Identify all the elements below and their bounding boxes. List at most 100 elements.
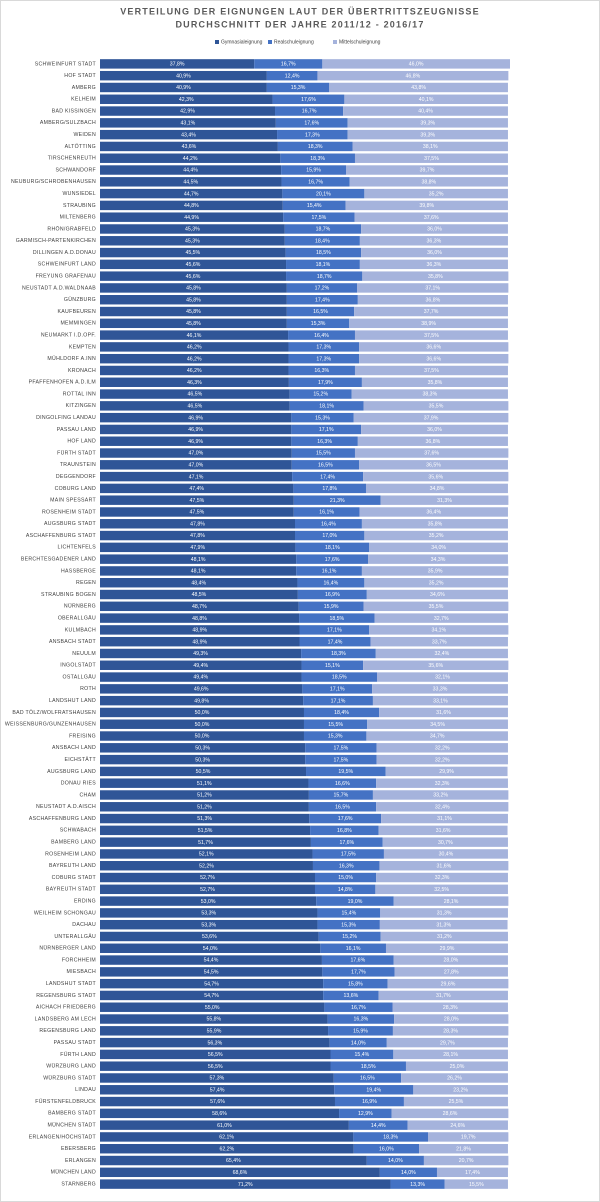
category-label: FÜRTH STADT bbox=[57, 449, 96, 456]
value-label: 57,4% bbox=[210, 1087, 225, 1093]
value-label: 16,4% bbox=[324, 580, 339, 586]
value-label: 47,0% bbox=[189, 462, 204, 468]
value-label: 29,9% bbox=[439, 769, 454, 775]
bar-segment bbox=[100, 70, 267, 81]
category-label: DEGGENDORF bbox=[56, 474, 96, 480]
value-label: 50,0% bbox=[195, 734, 210, 740]
bar-segment bbox=[379, 707, 508, 718]
value-label: 18,7% bbox=[316, 227, 331, 233]
value-label: 53,3% bbox=[201, 922, 216, 928]
category-label: KEMPTEN bbox=[69, 344, 96, 350]
bar-segment bbox=[100, 424, 292, 435]
category-label: ROTH bbox=[80, 686, 96, 692]
bar-segment bbox=[100, 872, 315, 883]
value-label: 53,6% bbox=[202, 934, 217, 940]
value-label: 15,3% bbox=[291, 85, 306, 91]
value-label: 17,1% bbox=[327, 628, 342, 634]
bar-segment bbox=[284, 236, 360, 246]
category-label: LANDSHUT LAND bbox=[49, 698, 96, 704]
bar-segment bbox=[308, 778, 377, 788]
value-label: 32,2% bbox=[435, 745, 450, 751]
category-label: PASSAU LAND bbox=[57, 427, 96, 433]
bar-segment bbox=[351, 389, 508, 399]
value-label: 47,9% bbox=[190, 545, 205, 551]
bar-segment bbox=[100, 401, 290, 411]
value-label: 30,7% bbox=[438, 840, 453, 846]
value-label: 28,0% bbox=[443, 958, 458, 964]
bar-segment bbox=[291, 448, 355, 458]
bar-segment bbox=[100, 990, 324, 1001]
bar-segment bbox=[100, 978, 324, 989]
bar-segment bbox=[369, 542, 508, 553]
category-label: TIRSCHENREUTH bbox=[48, 156, 96, 162]
value-label: 39,8% bbox=[419, 203, 434, 209]
bar-segment bbox=[298, 601, 364, 612]
bar-segment bbox=[361, 519, 508, 529]
bar-segment bbox=[100, 919, 318, 930]
category-label: GÜNZBURG bbox=[64, 296, 96, 303]
category-label: ROSENHEIM STADT bbox=[42, 509, 97, 515]
bar-segment bbox=[376, 778, 508, 788]
value-label: 28,0% bbox=[444, 1017, 459, 1023]
bar-segment bbox=[296, 554, 369, 564]
bar-segment bbox=[369, 625, 509, 635]
value-label: 31,3% bbox=[436, 922, 451, 928]
bar-segment bbox=[100, 731, 304, 741]
value-label: 51,1% bbox=[197, 781, 212, 787]
bar-segment bbox=[390, 1179, 445, 1189]
bar-segment bbox=[100, 943, 321, 953]
bar-segment bbox=[392, 1002, 508, 1012]
bar-segment bbox=[288, 330, 355, 340]
bar-segment bbox=[303, 731, 367, 741]
value-label: 37,8% bbox=[170, 62, 185, 68]
category-label: MIESBACH bbox=[67, 969, 97, 975]
value-label: 46,5% bbox=[187, 404, 202, 410]
value-label: 15,5% bbox=[469, 1182, 484, 1188]
value-label: 65,4% bbox=[226, 1158, 241, 1164]
value-label: 44,7% bbox=[184, 191, 199, 197]
bar-segment bbox=[380, 931, 508, 942]
bar-segment bbox=[357, 436, 508, 446]
bar-segment bbox=[266, 70, 318, 81]
value-label: 34,6% bbox=[430, 592, 445, 598]
value-label: 58,6% bbox=[212, 1111, 227, 1117]
bar-segment bbox=[321, 955, 394, 965]
bar-segment bbox=[100, 648, 302, 659]
bar-segment bbox=[292, 471, 364, 482]
bar-segment bbox=[100, 306, 287, 317]
value-label: 31,6% bbox=[436, 828, 451, 834]
value-label: 14,0% bbox=[351, 1040, 366, 1046]
category-label: SCHWEINFURT STADT bbox=[35, 61, 97, 67]
category-label: KITZINGEN bbox=[66, 403, 96, 409]
bar-segment bbox=[354, 153, 508, 163]
category-label: AUGSBURG LAND bbox=[47, 769, 96, 775]
value-label: 48,8% bbox=[192, 616, 207, 622]
value-label: 54,5% bbox=[204, 970, 219, 976]
bar-segment bbox=[100, 412, 292, 423]
value-label: 33,1% bbox=[433, 698, 448, 704]
value-label: 45,6% bbox=[186, 274, 201, 280]
value-label: 17,6% bbox=[339, 840, 354, 846]
value-label: 44,2% bbox=[183, 156, 198, 162]
value-label: 51,5% bbox=[198, 828, 213, 834]
category-label: FÜRTH LAND bbox=[60, 1051, 96, 1058]
bar-segment bbox=[367, 719, 508, 729]
category-label: EBERSBERG bbox=[61, 1146, 96, 1152]
value-label: 50,5% bbox=[196, 769, 211, 775]
value-label: 51,3% bbox=[197, 816, 212, 822]
value-label: 17,6% bbox=[304, 121, 319, 127]
category-label: ALTÖTTING bbox=[65, 143, 96, 150]
value-label: 18,7% bbox=[317, 274, 332, 280]
value-label: 25,0% bbox=[450, 1064, 465, 1070]
bar-segment bbox=[100, 566, 297, 576]
bar-segment bbox=[100, 342, 289, 352]
bar-segment bbox=[100, 519, 296, 529]
category-label: NEUSTADT A.D.AISCH bbox=[36, 804, 96, 810]
value-label: 48,5% bbox=[192, 592, 207, 598]
value-label: 42,9% bbox=[180, 109, 195, 115]
category-label: NEUSTADT A.D.WALDNAAB bbox=[22, 285, 96, 291]
category-label: ANSBACH LAND bbox=[52, 745, 96, 751]
category-label: PFAFFENHOFEN A.D.ILM bbox=[29, 380, 96, 386]
value-label: 17,4% bbox=[320, 474, 335, 480]
value-label: 17,8% bbox=[322, 486, 337, 492]
